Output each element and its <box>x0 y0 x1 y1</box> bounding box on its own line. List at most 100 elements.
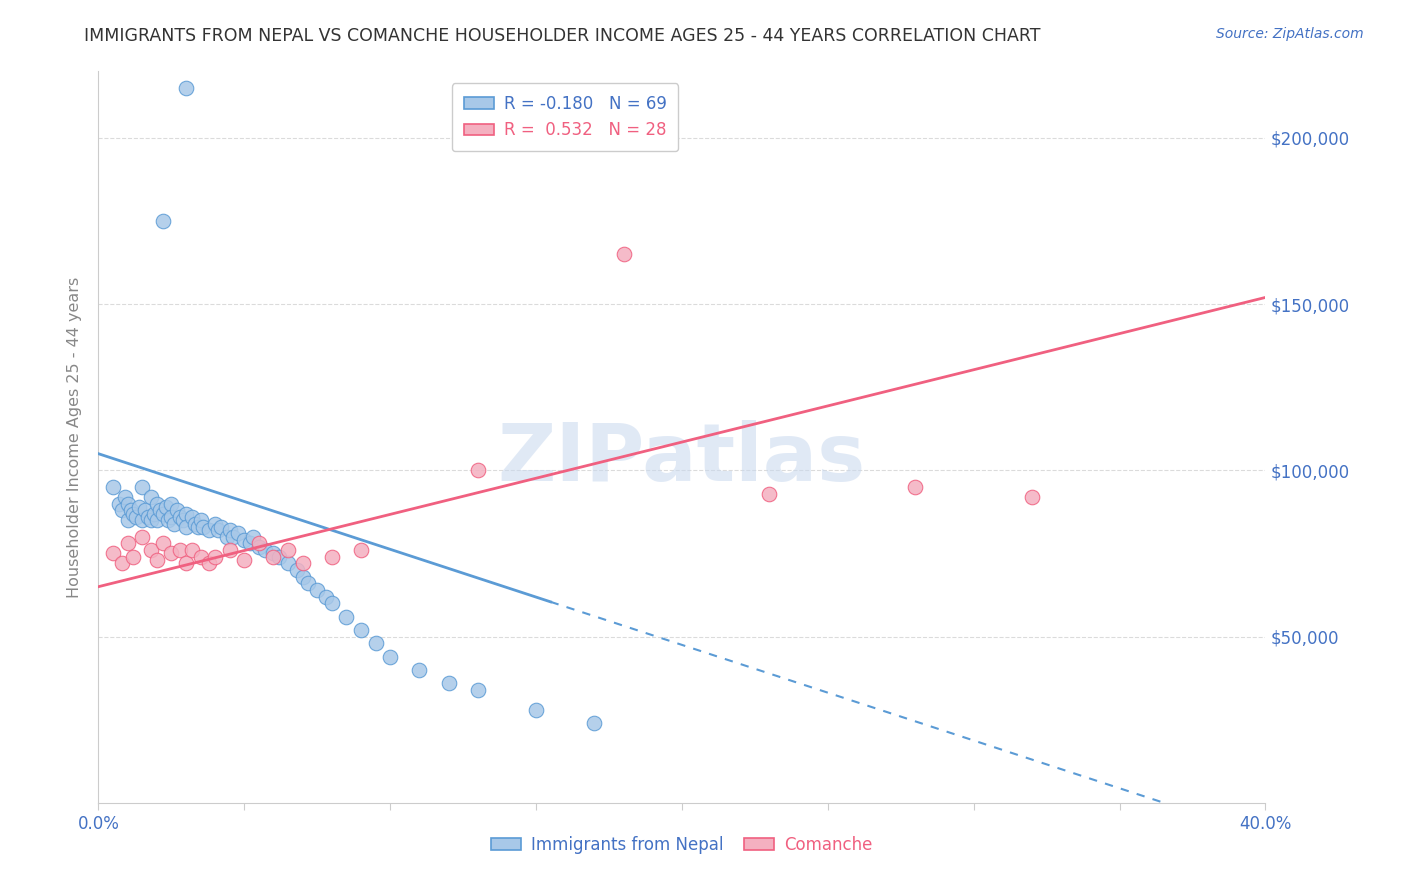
Point <box>136 509 159 524</box>
Point <box>350 543 373 558</box>
Point <box>101 546 124 560</box>
Point <box>612 247 634 261</box>
Point <box>187 520 209 534</box>
Point <box>160 546 183 560</box>
Point <box>101 480 124 494</box>
Point <box>139 513 162 527</box>
Point <box>111 503 134 517</box>
Point <box>139 543 162 558</box>
Point <box>904 480 927 494</box>
Point <box>131 513 153 527</box>
Point <box>166 503 188 517</box>
Point <box>180 543 202 558</box>
Point <box>172 513 194 527</box>
Point <box>285 563 308 577</box>
Point <box>335 609 357 624</box>
Point <box>233 553 256 567</box>
Point <box>524 703 547 717</box>
Point <box>190 513 212 527</box>
Point <box>134 503 156 517</box>
Text: IMMIGRANTS FROM NEPAL VS COMANCHE HOUSEHOLDER INCOME AGES 25 - 44 YEARS CORRELAT: IMMIGRANTS FROM NEPAL VS COMANCHE HOUSEH… <box>84 27 1040 45</box>
Y-axis label: Householder Income Ages 25 - 44 years: Householder Income Ages 25 - 44 years <box>67 277 83 598</box>
Point <box>146 513 169 527</box>
Text: ZIPatlas: ZIPatlas <box>498 420 866 498</box>
Point <box>233 533 256 548</box>
Point <box>277 557 299 571</box>
Point <box>269 549 291 564</box>
Point <box>221 530 243 544</box>
Point <box>437 676 460 690</box>
Point <box>174 557 197 571</box>
Point <box>117 513 139 527</box>
Point <box>125 509 148 524</box>
Point <box>1021 490 1043 504</box>
Point <box>321 596 343 610</box>
Point <box>111 557 134 571</box>
Point <box>180 509 202 524</box>
Point <box>157 513 180 527</box>
Point <box>139 490 162 504</box>
Point <box>253 543 276 558</box>
Point <box>583 716 606 731</box>
Point <box>307 582 329 597</box>
Point <box>380 649 402 664</box>
Point <box>247 536 270 550</box>
Point <box>155 500 177 514</box>
Point <box>152 536 174 550</box>
Point <box>146 553 169 567</box>
Point <box>122 507 145 521</box>
Point <box>163 516 186 531</box>
Point <box>117 497 139 511</box>
Point <box>207 523 229 537</box>
Point <box>169 509 191 524</box>
Point <box>160 509 183 524</box>
Point <box>467 463 489 477</box>
Point <box>169 543 191 558</box>
Legend: Immigrants from Nepal, Comanche: Immigrants from Nepal, Comanche <box>485 829 879 860</box>
Point <box>350 623 373 637</box>
Point <box>204 516 226 531</box>
Point <box>114 490 136 504</box>
Point <box>174 81 197 95</box>
Point <box>117 536 139 550</box>
Point <box>131 530 153 544</box>
Point <box>122 549 145 564</box>
Point <box>183 516 205 531</box>
Point <box>218 543 240 558</box>
Point <box>120 503 142 517</box>
Point <box>408 663 430 677</box>
Point <box>277 543 299 558</box>
Point <box>215 530 238 544</box>
Point <box>262 549 284 564</box>
Point <box>228 526 250 541</box>
Point <box>146 497 169 511</box>
Point <box>142 507 165 521</box>
Point <box>758 486 780 500</box>
Point <box>321 549 343 564</box>
Point <box>131 480 153 494</box>
Point <box>364 636 387 650</box>
Point <box>160 497 183 511</box>
Point <box>239 536 262 550</box>
Point <box>174 507 197 521</box>
Point <box>315 590 337 604</box>
Point <box>128 500 150 514</box>
Point <box>291 570 314 584</box>
Point <box>174 520 197 534</box>
Point <box>262 546 284 560</box>
Point <box>193 520 215 534</box>
Point <box>198 523 221 537</box>
Point <box>152 507 174 521</box>
Point <box>467 682 489 697</box>
Point <box>149 503 172 517</box>
Point <box>242 530 264 544</box>
Point <box>108 497 131 511</box>
Point <box>190 549 212 564</box>
Point <box>198 557 221 571</box>
Point <box>204 549 226 564</box>
Point <box>291 557 314 571</box>
Point <box>247 540 270 554</box>
Point <box>209 520 232 534</box>
Point <box>152 214 174 228</box>
Point <box>297 576 319 591</box>
